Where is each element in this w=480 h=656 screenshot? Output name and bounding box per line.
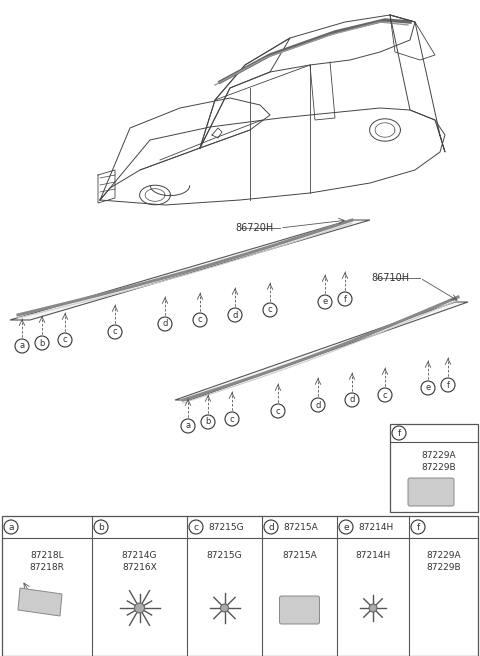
Circle shape — [181, 419, 195, 433]
Circle shape — [193, 313, 207, 327]
Text: c: c — [383, 390, 387, 400]
Polygon shape — [10, 220, 370, 320]
Circle shape — [345, 393, 359, 407]
Text: 87218R: 87218R — [30, 562, 64, 571]
Circle shape — [271, 404, 285, 418]
Circle shape — [311, 398, 325, 412]
Circle shape — [108, 325, 122, 339]
Text: 87218L: 87218L — [30, 552, 64, 560]
Circle shape — [201, 415, 215, 429]
Text: 87229B: 87229B — [422, 462, 456, 472]
Text: c: c — [63, 335, 67, 344]
Text: f: f — [416, 522, 420, 531]
Text: 87215G: 87215G — [208, 522, 244, 531]
Circle shape — [225, 412, 239, 426]
Text: d: d — [349, 396, 355, 405]
Circle shape — [58, 333, 72, 347]
Text: 87216X: 87216X — [122, 562, 157, 571]
Circle shape — [189, 520, 203, 534]
Circle shape — [339, 520, 353, 534]
FancyBboxPatch shape — [390, 424, 478, 512]
Text: f: f — [344, 295, 347, 304]
Polygon shape — [175, 302, 468, 400]
Text: b: b — [205, 417, 211, 426]
Circle shape — [392, 426, 406, 440]
Text: e: e — [425, 384, 431, 392]
Text: 87215G: 87215G — [207, 552, 242, 560]
FancyBboxPatch shape — [408, 478, 454, 506]
Text: 87214H: 87214H — [355, 552, 391, 560]
Text: 86710H: 86710H — [371, 273, 409, 283]
Text: 87215A: 87215A — [283, 522, 318, 531]
Text: c: c — [276, 407, 280, 415]
Circle shape — [228, 308, 242, 322]
Text: a: a — [19, 342, 24, 350]
Text: d: d — [315, 401, 321, 409]
Text: 87229A: 87229A — [422, 451, 456, 461]
Circle shape — [35, 336, 49, 350]
Circle shape — [441, 378, 455, 392]
Text: 87214G: 87214G — [122, 552, 157, 560]
Circle shape — [220, 604, 228, 612]
Circle shape — [318, 295, 332, 309]
Text: e: e — [323, 298, 328, 306]
Text: f: f — [446, 380, 449, 390]
Text: f: f — [397, 428, 401, 438]
Text: 87229B: 87229B — [426, 562, 461, 571]
Circle shape — [134, 603, 144, 613]
Text: d: d — [162, 319, 168, 329]
Text: c: c — [230, 415, 234, 424]
Circle shape — [264, 520, 278, 534]
Text: 86720H: 86720H — [236, 223, 274, 233]
Text: a: a — [8, 522, 14, 531]
Text: c: c — [268, 306, 272, 314]
Circle shape — [263, 303, 277, 317]
Text: 87214H: 87214H — [358, 522, 393, 531]
Text: 87215A: 87215A — [282, 552, 317, 560]
Circle shape — [94, 520, 108, 534]
Text: 87229A: 87229A — [426, 552, 461, 560]
Text: a: a — [185, 422, 191, 430]
Circle shape — [4, 520, 18, 534]
Circle shape — [369, 604, 377, 612]
Text: b: b — [39, 338, 45, 348]
Text: c: c — [193, 522, 199, 531]
Polygon shape — [18, 588, 62, 616]
Text: d: d — [232, 310, 238, 319]
Text: b: b — [98, 522, 104, 531]
Text: d: d — [268, 522, 274, 531]
Circle shape — [378, 388, 392, 402]
Circle shape — [411, 520, 425, 534]
Circle shape — [158, 317, 172, 331]
Circle shape — [338, 292, 352, 306]
Circle shape — [421, 381, 435, 395]
Text: c: c — [113, 327, 117, 337]
Text: e: e — [343, 522, 349, 531]
FancyBboxPatch shape — [279, 596, 320, 624]
Text: c: c — [198, 316, 202, 325]
Circle shape — [15, 339, 29, 353]
FancyBboxPatch shape — [2, 516, 478, 656]
